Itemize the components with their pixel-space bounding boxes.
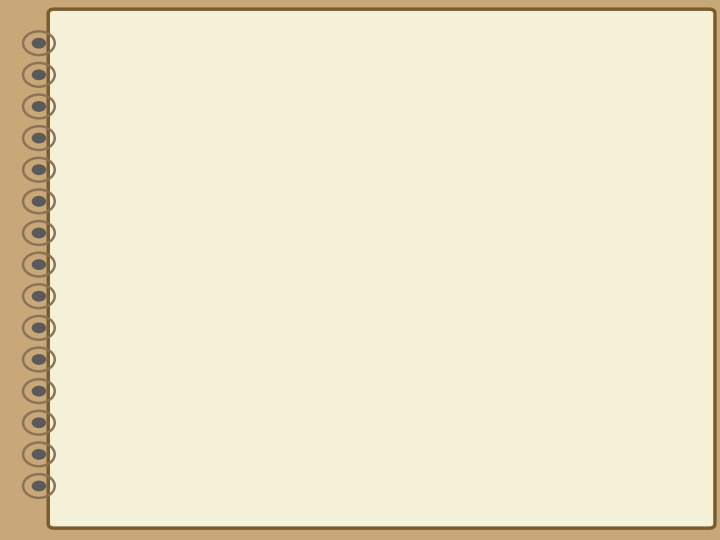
Text: orbitals.: orbitals. [558,430,623,445]
Text: 2p: 2p [287,253,308,271]
Text: 3: 3 [552,421,559,431]
Text: 1: 1 [426,264,438,284]
Text: orbital and: orbital and [598,367,682,382]
Text: 1: 1 [474,264,487,284]
Text: Hybrid theory assumes that the 2s and 2p orbitals of
carbon atoms combine (or mi: Hybrid theory assumes that the 2s and 2p… [142,37,567,92]
Bar [228,201,366,241]
Text: 1: 1 [291,211,304,231]
Text: 1: 1 [245,211,258,231]
Text: sp: sp [533,430,552,445]
Text: three p: three p [423,399,484,413]
Text: The hybrid orbitals formed: The hybrid orbitals formed [454,335,649,350]
Text: 1: 1 [572,264,585,284]
Text: 2s: 2s [267,409,287,427]
Text: Increasing energy: Increasing energy [144,247,158,372]
Text: from: from [513,367,552,382]
Text: 1: 1 [523,264,536,284]
Text: one s: one s [552,367,596,382]
Text: hybridised orbitals: hybridised orbitals [383,307,526,322]
Bar [408,254,603,294]
Bar [254,356,300,396]
Text: orbitals are called: orbitals are called [495,399,631,413]
